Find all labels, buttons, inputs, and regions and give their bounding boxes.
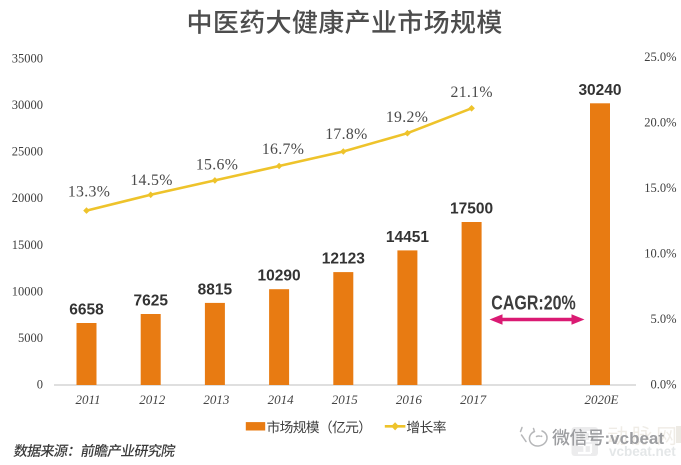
svg-text:5000: 5000 [18, 331, 43, 345]
svg-text:10000: 10000 [12, 284, 43, 298]
svg-text:10290: 10290 [258, 268, 301, 285]
svg-text:21.1%: 21.1% [451, 84, 493, 101]
svg-text::vcbeat: :vcbeat [605, 429, 665, 448]
svg-text:17.8%: 17.8% [325, 126, 367, 143]
svg-text:2014: 2014 [268, 392, 295, 407]
svg-text:10.0%: 10.0% [644, 247, 676, 261]
svg-text:19.2%: 19.2% [386, 109, 428, 126]
svg-text:30000: 30000 [12, 98, 43, 112]
svg-text:vcbeat.net: vcbeat.net [609, 444, 676, 459]
svg-text:15.0%: 15.0% [644, 181, 676, 195]
svg-text:7625: 7625 [133, 293, 168, 310]
svg-text:2015: 2015 [332, 392, 359, 407]
svg-text:25.0%: 25.0% [644, 50, 676, 64]
svg-text:14451: 14451 [386, 229, 429, 246]
svg-text:15000: 15000 [12, 238, 43, 252]
svg-text:20000: 20000 [12, 191, 43, 205]
svg-text:25000: 25000 [12, 145, 43, 159]
svg-text:17500: 17500 [450, 201, 493, 218]
svg-text:0.0%: 0.0% [650, 378, 676, 392]
svg-text:6658: 6658 [69, 302, 104, 319]
svg-text:0: 0 [37, 378, 43, 392]
svg-text:2011: 2011 [75, 392, 100, 407]
svg-text:30240: 30240 [578, 82, 621, 99]
svg-text:20.0%: 20.0% [644, 115, 676, 129]
svg-text:14.5%: 14.5% [130, 172, 172, 189]
svg-text:8815: 8815 [198, 281, 233, 298]
svg-text:35000: 35000 [12, 52, 43, 66]
svg-text:CAGR:20%: CAGR:20% [491, 292, 575, 314]
svg-text:13.3%: 13.3% [68, 184, 110, 201]
svg-text:12123: 12123 [322, 251, 365, 268]
svg-text:2017: 2017 [460, 392, 487, 407]
svg-text:16.7%: 16.7% [262, 141, 304, 158]
svg-text:5.0%: 5.0% [650, 312, 676, 326]
svg-text:15.6%: 15.6% [196, 157, 238, 174]
svg-text:2013: 2013 [203, 392, 230, 407]
svg-text:2020E: 2020E [585, 392, 619, 407]
svg-text:2012: 2012 [139, 392, 166, 407]
svg-text:2016: 2016 [396, 392, 423, 407]
